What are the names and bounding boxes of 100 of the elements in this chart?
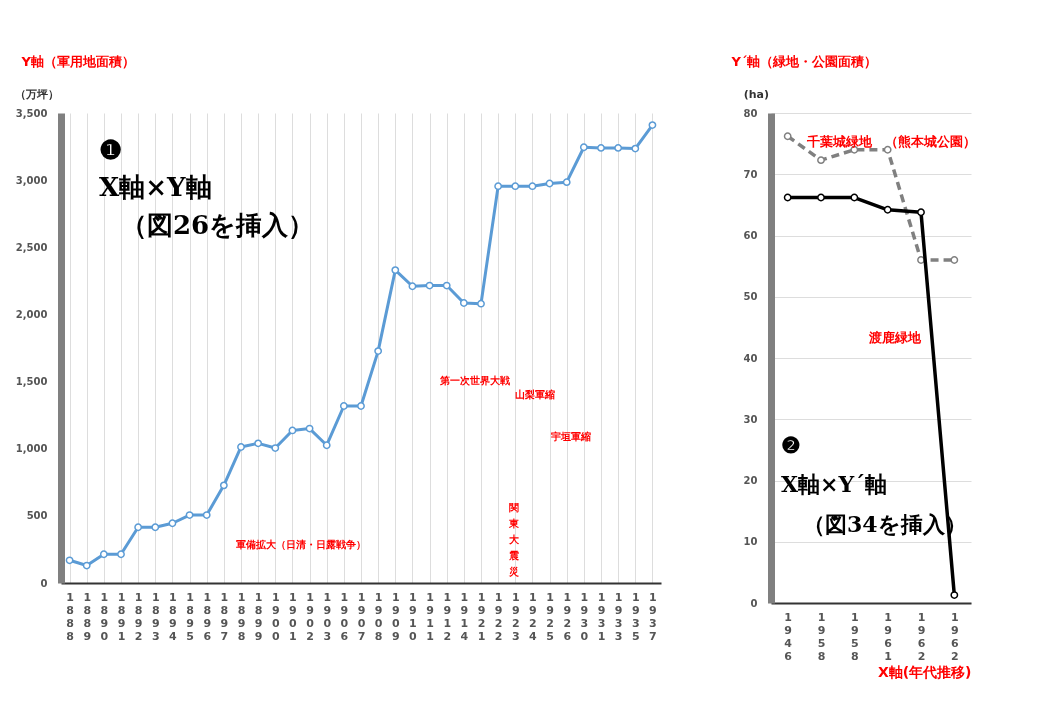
text: （万坪） xyxy=(15,88,59,101)
point xyxy=(408,282,417,291)
x-tick-label: 1894 xyxy=(169,590,178,643)
point xyxy=(219,481,228,490)
y-tick-label: 20 xyxy=(743,475,758,486)
annotation: X軸×Y軸 xyxy=(99,172,212,203)
x-tick-label: 1958 xyxy=(851,610,859,663)
annotation: ❶ xyxy=(99,134,122,165)
y-tick-label: 80 xyxy=(743,107,758,119)
y-tick-label: 70 xyxy=(743,168,758,180)
y-tick-label: 3,500 xyxy=(15,107,48,119)
series-label: 渡鹿緑地 xyxy=(868,330,922,346)
x-tick-label: 1906 xyxy=(340,590,349,643)
x-tick-label: 1899 xyxy=(254,590,263,643)
point xyxy=(950,256,959,264)
point xyxy=(817,193,825,202)
x-tick-label: 1912 xyxy=(443,590,452,643)
x-tick-label: 1921 xyxy=(477,590,486,643)
point xyxy=(134,523,143,532)
y-tick-label: 40 xyxy=(743,352,758,364)
point xyxy=(545,179,554,188)
point xyxy=(391,266,400,275)
y-tick-label: 0 xyxy=(40,577,48,589)
x-tick-label: 1900 xyxy=(271,590,280,643)
point xyxy=(579,143,588,152)
x-tick-label: 1897 xyxy=(220,590,229,643)
point xyxy=(305,424,314,433)
point xyxy=(614,144,623,152)
point xyxy=(425,281,434,290)
point xyxy=(288,426,297,435)
point xyxy=(99,550,108,559)
y-tick-label: 50 xyxy=(743,291,758,303)
x-tick-label: 1914 xyxy=(460,590,469,643)
point xyxy=(528,182,537,191)
annotation: 関東大震災 xyxy=(508,501,520,577)
x-tick-label: 1895 xyxy=(186,590,194,643)
annotation: 軍備拡大（日清・日露戦争） xyxy=(236,539,366,551)
x-tick-label: 1946 xyxy=(784,610,793,663)
x-tick-label: 1958 xyxy=(817,610,826,663)
point xyxy=(322,441,331,450)
text: (ha) xyxy=(743,88,769,101)
annotation: 山梨軍縮 xyxy=(515,389,555,400)
x-tick-label: 1901 xyxy=(289,590,298,643)
y-tick-label: 2,500 xyxy=(15,241,48,253)
point xyxy=(185,511,194,519)
point xyxy=(459,299,468,307)
point xyxy=(950,591,959,599)
point xyxy=(271,444,280,452)
point xyxy=(237,443,245,451)
x-tick-label: 1890 xyxy=(100,590,109,643)
annotation: （図26を挿入） xyxy=(121,209,315,240)
x-tick-label: 1909 xyxy=(391,590,400,643)
y-tick-label: 10 xyxy=(743,536,758,548)
x-tick-label: 1926 xyxy=(563,590,572,643)
point xyxy=(917,256,925,264)
x-tick-label: 1908 xyxy=(374,590,383,643)
point xyxy=(151,523,160,532)
y-axis-title: Y軸（軍用地面積） xyxy=(20,53,135,69)
point xyxy=(648,121,657,129)
point xyxy=(511,182,520,191)
x-tick-label: 1923 xyxy=(511,590,520,643)
y-axis-title: Y´軸（緑地・公園面積） xyxy=(730,53,878,69)
point xyxy=(917,208,925,217)
y-tick-label: 60 xyxy=(743,230,758,241)
point xyxy=(783,193,792,202)
x-tick-label: 1937 xyxy=(649,590,657,643)
series-label: 千葉城緑地 （熊本城公園） xyxy=(805,134,976,150)
x-tick-label: 1888 xyxy=(66,590,74,643)
x-tick-label: 1925 xyxy=(546,590,554,643)
y-tick-label: 500 xyxy=(26,510,48,522)
x-tick-label: 1962 xyxy=(951,610,960,663)
x-tick-label: 1893 xyxy=(151,590,160,643)
x-tick-label: 1896 xyxy=(203,590,212,643)
point xyxy=(494,182,503,191)
annotation: X軸×Y´軸 xyxy=(781,471,888,498)
x-tick-label: 1889 xyxy=(83,590,92,643)
x-tick-label: 1962 xyxy=(917,610,926,663)
point xyxy=(883,145,892,154)
point xyxy=(339,402,348,410)
point xyxy=(883,205,892,214)
point xyxy=(631,144,640,153)
x-tick-label: 1892 xyxy=(134,590,143,643)
annotation: 宇垣軍縮 xyxy=(551,431,591,443)
x-tick-label: 1907 xyxy=(357,590,366,643)
x-tick-label: 1931 xyxy=(597,590,606,643)
point xyxy=(117,550,125,559)
x-tick-label: 1903 xyxy=(323,590,332,643)
point xyxy=(783,132,792,141)
y-tick-label: 1,500 xyxy=(15,376,48,388)
point xyxy=(442,281,451,290)
x-tick-label: 1930 xyxy=(580,590,589,643)
point xyxy=(477,299,485,308)
x-tick-label: 1935 xyxy=(631,590,640,643)
x-axis-title: X軸(年代推移) xyxy=(877,663,972,680)
y-tick-label: 1,000 xyxy=(15,443,48,455)
point xyxy=(168,519,177,528)
x-tick-label: 1902 xyxy=(306,590,315,643)
point xyxy=(254,439,263,448)
x-tick-label: 1922 xyxy=(494,590,503,643)
x-tick-label: 1891 xyxy=(117,590,126,643)
